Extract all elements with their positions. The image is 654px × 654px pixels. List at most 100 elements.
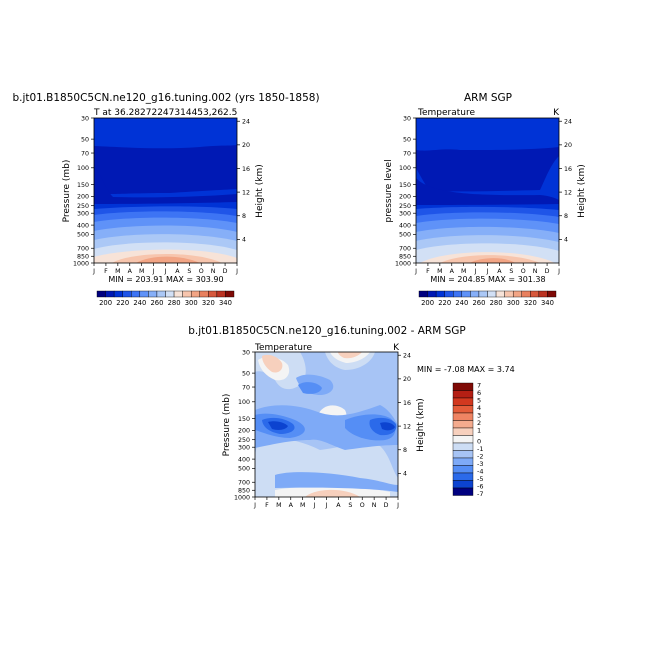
pressure-tick-label: 70 [242,384,250,391]
colorbar-label: 200 [421,299,434,307]
legend-label: 1 [477,427,481,435]
colorbar-swatch [148,290,158,298]
month-tick-label: F [104,268,108,275]
month-tick-label: A [450,268,455,275]
panel-model: b.jt01.B1850C5CN.ne120_g16.tuning.002 (y… [12,92,319,307]
pressure-tick-label: 400 [238,456,250,463]
height-tick-label: 12 [564,189,572,196]
colorbar: 200 220 240 260 280 300 320 340 [96,290,235,307]
legend-swatch [452,472,474,481]
colorbar-swatch [105,290,115,298]
pressure-tick-label: 250 [77,203,89,210]
pressure-tick-label: 1000 [395,260,411,267]
colorbar-swatch [182,290,192,298]
colorbar-label: 200 [99,299,112,307]
month-tick-label: J [474,268,477,275]
legend-swatch [452,487,474,496]
pressure-tick-label: 50 [81,136,89,143]
month-tick-label: F [426,268,430,275]
colorbar-swatch [547,290,557,298]
panel-obs-subtitle-right: K [553,108,560,118]
month-tick-label: A [289,502,294,509]
legend-swatch [452,420,474,429]
legend-swatch [452,397,474,406]
height-tick-label: 8 [242,213,246,220]
colorbar-swatch [427,290,437,298]
panel-obs-title: ARM SGP [464,92,512,104]
colorbar-label: 240 [133,299,146,307]
colorbar-swatch [453,290,463,298]
month-tick-label: J [557,268,560,275]
panel-diff-stats: MIN = -7.08 MAX = 3.74 [417,365,515,374]
legend-label: -4 [477,468,483,476]
legend-label: 2 [477,419,481,427]
panel-obs-ylabel: pressure level [384,159,394,222]
pressure-tick-label: 500 [399,232,411,239]
legend-swatch [452,427,474,436]
colorbar-swatch [122,290,132,298]
colorbar-swatch [530,290,540,298]
colorbar-label: 220 [438,299,451,307]
colorbar-swatch [96,290,106,298]
colorbar-swatch [512,290,522,298]
colorbar-label: 220 [116,299,129,307]
month-tick-label: A [128,268,133,275]
colorbar-swatch [435,290,445,298]
month-tick-label: A [336,502,341,509]
panel-diff: b.jt01.B1850C5CN.ne120_g16.tuning.002 - … [188,325,514,509]
pressure-tick-label: 250 [238,437,250,444]
height-tick-label: 16 [403,400,411,407]
colorbar-swatch [139,290,149,298]
legend-swatch [452,390,474,399]
pressure-tick-label: 500 [238,466,250,473]
panel-diff-ylabel: Pressure (mb) [222,394,232,457]
month-tick-label: J [235,268,238,275]
colorbar-label: 320 [202,299,215,307]
pressure-tick-label: 100 [77,165,89,172]
legend-label: -7 [477,490,483,498]
colorbar-swatch [521,290,531,298]
height-tick-label: 24 [242,119,250,126]
pressure-tick-label: 150 [77,182,89,189]
legend-swatch [452,465,474,474]
pressure-tick-label: 100 [399,165,411,172]
height-tick-label: 12 [242,189,250,196]
colorbar-label: 300 [185,299,198,307]
pressure-tick-label: 30 [403,115,411,122]
legend-label: -3 [477,460,483,468]
panel-diff-title: b.jt01.B1850C5CN.ne120_g16.tuning.002 - … [188,325,465,337]
panel-obs-stats: MIN = 204.85 MAX = 301.38 [430,275,545,284]
pressure-tick-label: 1000 [234,494,250,501]
panel-obs-subtitle-left: Temperature [417,108,475,118]
colorbar-label: 240 [455,299,468,307]
month-tick-label: J [164,268,167,275]
contour-region [275,472,398,492]
legend-label: 7 [477,382,481,390]
height-tick-label: 8 [403,447,407,454]
legend-swatch [452,442,474,451]
height-tick-label: 4 [564,237,568,244]
month-tick-label: J [253,502,256,509]
colorbar-swatch [225,290,235,298]
month-tick-label: A [175,268,180,275]
month-tick-label: M [276,502,281,509]
panel-model-ylabel-right: Height (km) [255,164,265,218]
colorbar-swatch [538,290,548,298]
pressure-tick-label: 400 [77,222,89,229]
contour-band [94,166,237,204]
legend-label: 6 [477,389,481,397]
contour-band [416,178,559,205]
colorbar-label: 340 [541,299,554,307]
legend-swatch [452,457,474,466]
panel-model-title: b.jt01.B1850C5CN.ne120_g16.tuning.002 (y… [12,92,319,104]
height-tick-label: 24 [564,119,572,126]
colorbar-swatch [216,290,226,298]
pressure-tick-label: 70 [81,150,89,157]
colorbar-swatch [113,290,123,298]
colorbar-label: 280 [490,299,503,307]
height-tick-label: 20 [403,376,411,383]
month-tick-label: S [509,268,513,275]
